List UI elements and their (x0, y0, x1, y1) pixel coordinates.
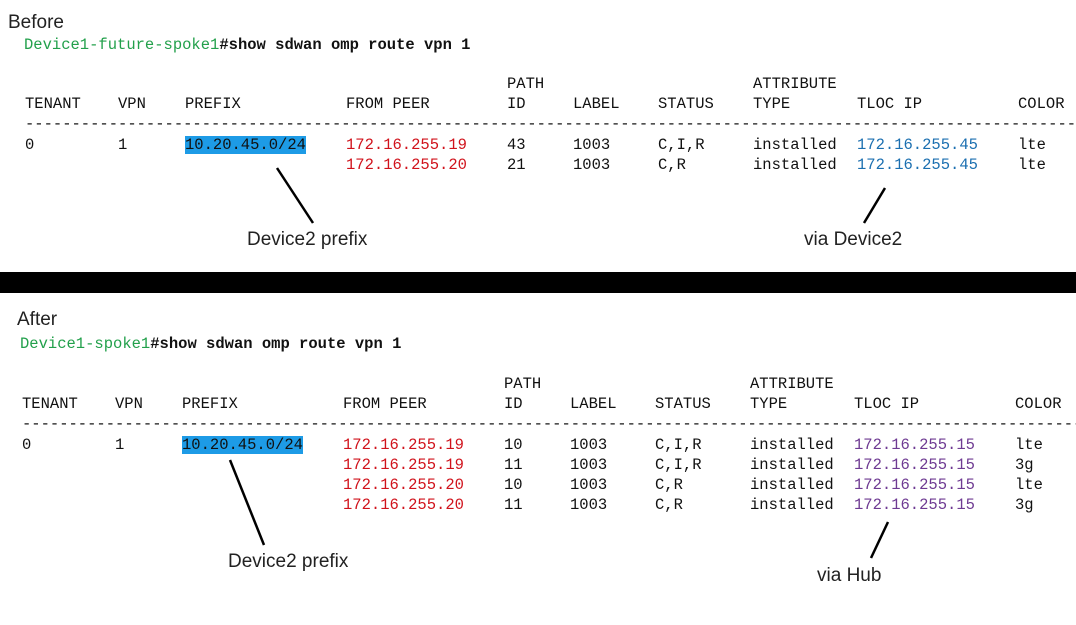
cell-tloc-ip: 172.16.255.45 (857, 156, 978, 174)
header-path: PATH (507, 75, 545, 93)
cell-tloc-ip: 172.16.255.45 (857, 136, 978, 154)
cell-label: 1003 (570, 496, 608, 514)
cell-tenant: 0 (22, 436, 32, 454)
after-heading: After (17, 309, 58, 330)
cell-status: C,R (655, 496, 683, 514)
cell-status: C,R (655, 476, 683, 494)
header-vpn: VPN (118, 95, 146, 113)
cell-label: 1003 (573, 156, 611, 174)
cell-path-id: 21 (507, 156, 526, 174)
after-prefix-pointer (228, 459, 266, 546)
section-divider (0, 272, 1076, 293)
cell-status: C,I,R (655, 436, 702, 454)
header-attribute-type: TYPE (750, 395, 788, 413)
cell-tenant: 0 (25, 136, 35, 154)
cell-from-peer: 172.16.255.20 (343, 496, 464, 514)
header-tenant: TENANT (25, 95, 81, 113)
cell-from-peer: 172.16.255.19 (346, 136, 467, 154)
cell-tloc-ip: 172.16.255.15 (854, 436, 975, 454)
cell-attribute-type: installed (750, 476, 834, 494)
before-prefix-pointer (275, 167, 315, 224)
cell-color: 3g (1015, 456, 1034, 474)
header-label: LABEL (573, 95, 620, 113)
before-tloc-annotation: via Device2 (804, 229, 903, 250)
after-tloc-pointer (869, 521, 890, 559)
hostname: Device1-future-spoke1 (24, 36, 220, 54)
cell-tloc-ip: 172.16.255.15 (854, 496, 975, 514)
cell-color: lte (1015, 436, 1043, 454)
cell-vpn: 1 (115, 436, 125, 454)
header-status: STATUS (655, 395, 711, 413)
cell-color: lte (1015, 476, 1043, 494)
before-heading: Before (8, 12, 64, 33)
cell-path-id: 10 (504, 436, 523, 454)
cell-tloc-ip: 172.16.255.15 (854, 456, 975, 474)
separator: ----------------------------------------… (25, 115, 1076, 133)
after-command-line: Device1-spoke1#show sdwan omp route vpn … (20, 335, 401, 353)
header-status: STATUS (658, 95, 714, 113)
cell-label: 1003 (570, 436, 608, 454)
cell-label: 1003 (570, 456, 608, 474)
command: #show sdwan omp route vpn 1 (219, 36, 471, 54)
after-prefix-annotation: Device2 prefix (228, 551, 349, 572)
header-label: LABEL (570, 395, 617, 413)
cell-status: C,I,R (658, 136, 705, 154)
cell-path-id: 43 (507, 136, 526, 154)
before-command-line: Device1-future-spoke1#show sdwan omp rou… (24, 36, 471, 54)
hostname: Device1-spoke1 (20, 335, 151, 353)
after-tloc-annotation: via Hub (817, 565, 882, 586)
header-from-peer: FROM PEER (346, 95, 430, 113)
cell-color: lte (1018, 156, 1046, 174)
cell-path-id: 11 (504, 456, 523, 474)
cell-vpn: 1 (118, 136, 128, 154)
header-tenant: TENANT (22, 395, 78, 413)
cell-attribute-type: installed (753, 136, 837, 154)
cell-tloc-ip: 172.16.255.15 (854, 476, 975, 494)
header-vpn: VPN (115, 395, 143, 413)
cell-label: 1003 (573, 136, 611, 154)
header-from-peer: FROM PEER (343, 395, 427, 413)
cell-from-peer: 172.16.255.20 (346, 156, 467, 174)
command: #show sdwan omp route vpn 1 (150, 335, 402, 353)
cell-attribute-type: installed (753, 156, 837, 174)
cell-status: C,R (658, 156, 686, 174)
header-prefix: PREFIX (185, 95, 241, 113)
header-attribute-type: TYPE (753, 95, 791, 113)
cell-attribute-type: installed (750, 436, 834, 454)
cell-color: 3g (1015, 496, 1034, 514)
header-path-id: ID (507, 95, 526, 113)
cell-from-peer: 172.16.255.19 (343, 456, 464, 474)
cell-from-peer: 172.16.255.19 (343, 436, 464, 454)
header-attribute: ATTRIBUTE (750, 375, 834, 393)
cell-from-peer: 172.16.255.20 (343, 476, 464, 494)
header-tloc-ip: TLOC IP (854, 395, 920, 413)
header-prefix: PREFIX (182, 395, 238, 413)
cell-path-id: 11 (504, 496, 523, 514)
header-path-id: ID (504, 395, 523, 413)
cell-label: 1003 (570, 476, 608, 494)
cell-color: lte (1018, 136, 1046, 154)
before-prefix-annotation: Device2 prefix (247, 229, 368, 250)
header-path: PATH (504, 375, 542, 393)
header-attribute: ATTRIBUTE (753, 75, 837, 93)
cell-attribute-type: installed (750, 456, 834, 474)
cell-status: C,I,R (655, 456, 702, 474)
before-tloc-pointer (862, 187, 887, 224)
separator: ----------------------------------------… (22, 415, 1076, 433)
cell-path-id: 10 (504, 476, 523, 494)
header-color: COLOR (1018, 95, 1065, 113)
cell-prefix: 10.20.45.0/24 (185, 136, 306, 154)
header-tloc-ip: TLOC IP (857, 95, 923, 113)
cell-attribute-type: installed (750, 496, 834, 514)
cell-prefix: 10.20.45.0/24 (182, 436, 303, 454)
header-color: COLOR (1015, 395, 1062, 413)
